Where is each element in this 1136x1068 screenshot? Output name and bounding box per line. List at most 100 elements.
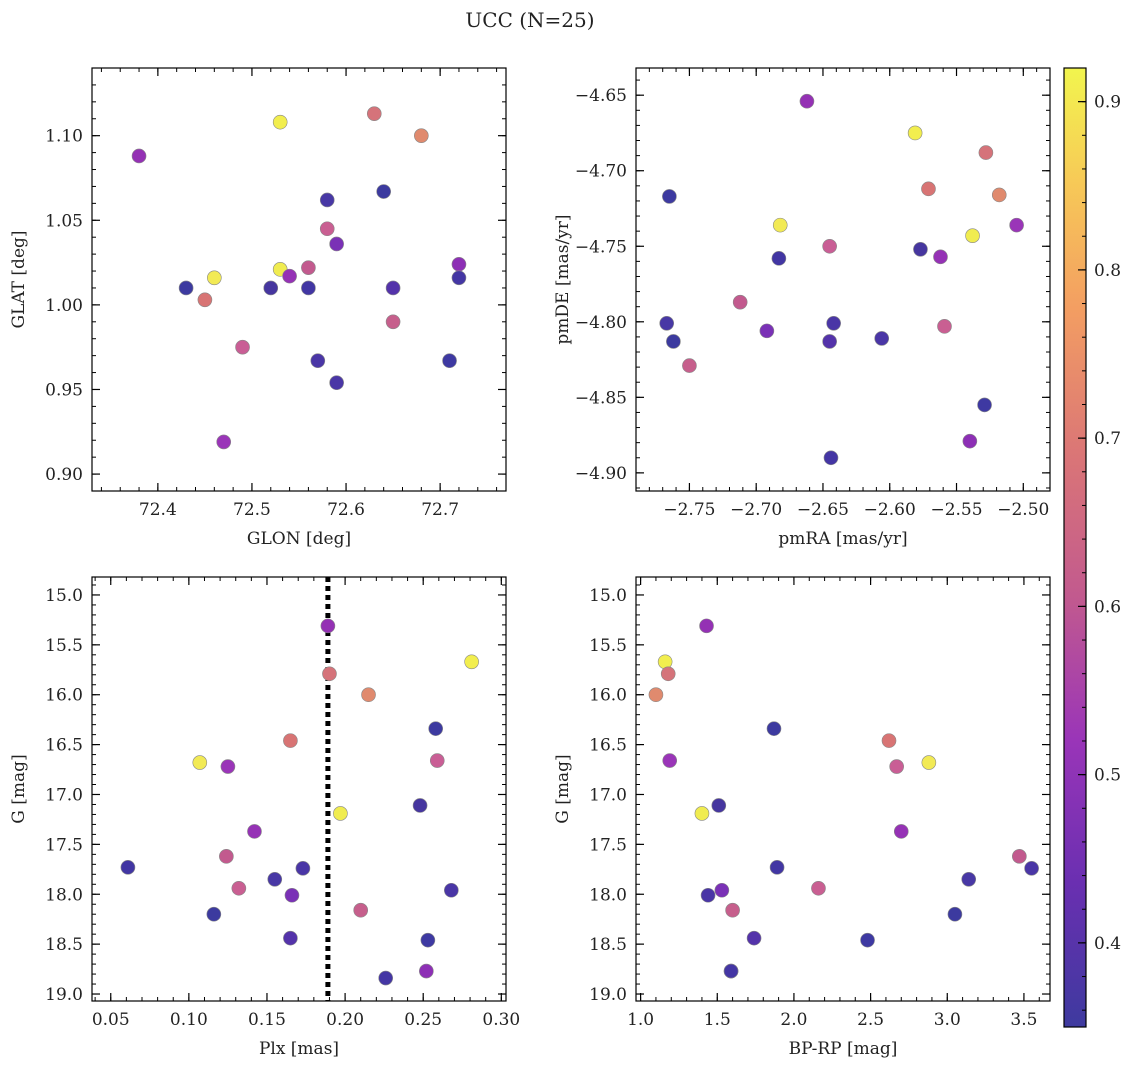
y-tick-label: −4.75 (575, 237, 627, 257)
y-tick-label: −4.85 (575, 388, 627, 408)
scatter-point (361, 687, 376, 703)
scatter-point (429, 753, 445, 768)
scatter-point (799, 93, 815, 109)
scatter-point (385, 280, 401, 296)
scatter-point (206, 906, 222, 922)
scatter-point (978, 145, 994, 160)
scatter-point (991, 187, 1007, 203)
figure-title: UCC (N=25) (465, 8, 594, 32)
scatter-point (907, 125, 923, 141)
scatter-point (329, 375, 344, 391)
scatter-point (353, 902, 369, 918)
colorbar-tick-label: 0.8 (1094, 261, 1121, 281)
scatter-point (442, 353, 457, 369)
scatter-point (913, 241, 928, 257)
y-tick-label: 16.0 (589, 686, 627, 706)
scatter-point (1009, 217, 1024, 233)
plot-frame (635, 67, 1051, 492)
scatter-point (216, 434, 232, 450)
scatter-point (694, 806, 710, 821)
scatter-point (723, 963, 739, 979)
panel-plx-g: 0.05 0.10 0.15 0.20 0.25 0.30 15.0 15.5 16.0 16.5… (9, 576, 520, 1059)
plot-frame (635, 576, 1051, 1002)
scatter-point (937, 319, 952, 334)
scatter-point (657, 654, 673, 670)
x-tick-label: 1.0 (627, 1010, 654, 1030)
scatter-point (771, 251, 787, 266)
y-tick-label: −4.70 (575, 162, 627, 182)
x-tick-label: 0.30 (482, 1010, 520, 1030)
scatter-point (178, 280, 194, 296)
scatter-point (826, 316, 841, 331)
scatter-point (192, 755, 208, 770)
scatter-point (881, 733, 897, 748)
y-tick-label: 19.0 (589, 985, 627, 1005)
scatter-point (965, 228, 980, 243)
scatter-point (725, 902, 740, 918)
y-tick-label: 16.0 (45, 686, 83, 706)
scatter-point (700, 887, 716, 903)
scatter-point (235, 339, 250, 355)
y-tick-label: 15.0 (589, 586, 627, 606)
scatter-point (648, 687, 664, 703)
scatter-point (385, 314, 401, 330)
scatter-point (699, 618, 714, 634)
x-tick-label: 72.4 (139, 500, 177, 520)
y-tick-label: 15.5 (589, 636, 627, 656)
scatter-point (921, 181, 936, 197)
plot-frame (91, 67, 507, 492)
x-tick-label: −2.50 (997, 500, 1049, 520)
scatter-point (197, 292, 213, 308)
x-axis-label: Plx [mas] (259, 1039, 339, 1059)
x-tick-label: −2.55 (930, 500, 982, 520)
scatter-point (231, 880, 247, 896)
scatter-point (1024, 861, 1039, 876)
y-tick-label: 17.5 (589, 835, 627, 855)
scatter-point (823, 450, 839, 466)
scatter-point (714, 882, 730, 898)
scatter-point (378, 970, 394, 986)
scatter-point (933, 249, 948, 265)
scatter-point (746, 930, 762, 946)
y-tick-label: 17.0 (589, 785, 627, 805)
scatter-point (272, 114, 288, 130)
scatter-point (822, 334, 837, 349)
x-tick-label: −2.60 (864, 500, 916, 520)
colorbar: 0.4 0.5 0.6 0.7 0.8 0.9 (1063, 67, 1121, 1028)
colorbar-tick-label: 0.6 (1094, 597, 1121, 617)
scatter-point (412, 798, 428, 813)
scatter-point (301, 260, 316, 275)
scatter-point (247, 824, 262, 839)
scatter-point (947, 906, 963, 922)
scatter-point (267, 871, 283, 887)
y-tick-label: 0.90 (45, 465, 83, 485)
x-tick-label: 3.0 (934, 1010, 961, 1030)
scatter-point (893, 824, 909, 839)
scatter-point (301, 280, 316, 296)
y-tick-label: 17.5 (45, 835, 83, 855)
panel-glon-glat: 72.4 72.5 72.6 72.7 0.90 0.95 1.00 1.05 1.10 GLON… (9, 67, 507, 549)
scatter-point (414, 128, 429, 143)
x-tick-label: −2.70 (730, 500, 782, 520)
scatter-point (769, 860, 785, 875)
scatter-point (811, 880, 826, 896)
scatter-point (662, 189, 677, 204)
scatter-point (444, 882, 459, 898)
y-tick-label: −4.65 (575, 86, 627, 106)
y-tick-label: 18.5 (45, 935, 83, 955)
scatter-point (366, 106, 382, 121)
scatter-point (662, 753, 678, 768)
scatter-point (284, 887, 300, 903)
scatter-point (295, 861, 311, 876)
scatter-point (711, 798, 727, 813)
scatter-point (860, 932, 875, 948)
scatter-point (682, 358, 697, 373)
scatter-point (962, 433, 978, 449)
scatter-point (822, 238, 837, 254)
x-tick-label: 2.0 (780, 1010, 807, 1030)
scatter-point (419, 963, 434, 979)
colorbar-gradient (1063, 67, 1087, 1028)
scatter-point (283, 733, 298, 748)
panel-pmra-pmde: −2.75 −2.70 −2.65 −2.60 −2.55 −2.50 −4.65 −4.70… (553, 67, 1051, 549)
y-axis-label: GLAT [deg] (9, 230, 29, 328)
